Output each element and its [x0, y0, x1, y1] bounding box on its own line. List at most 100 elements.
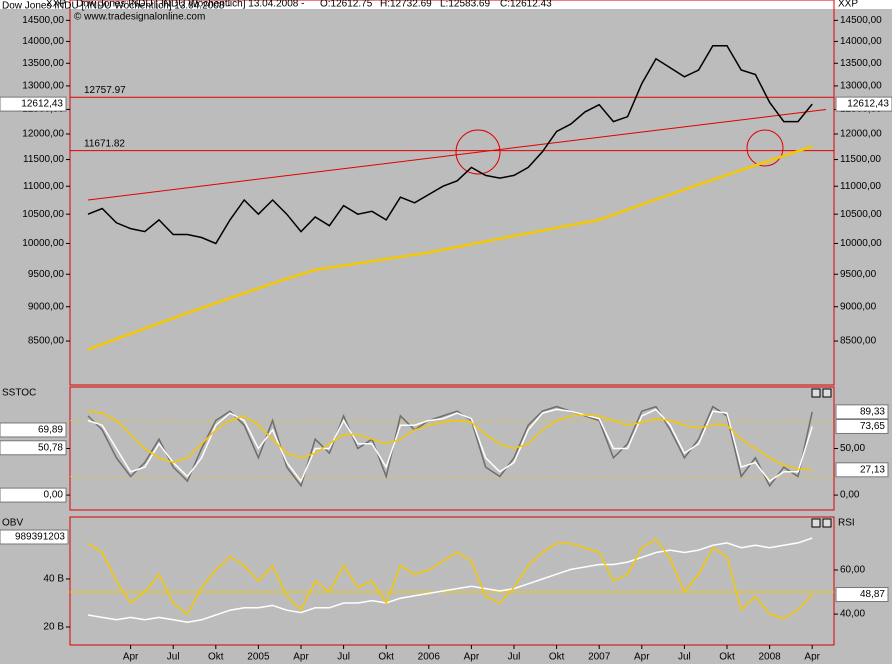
left-value-box — [0, 440, 67, 456]
y-tick-label: 10500,00 — [22, 209, 64, 220]
last-value: 89,33 — [860, 406, 885, 417]
y-tick-label: 12000,00 — [840, 129, 882, 140]
x-tick-label: Jul — [167, 652, 180, 663]
y-tick-label: 10000,00 — [22, 238, 64, 249]
y-tick-label: 50,00 — [840, 443, 865, 454]
x-tick-label: Jul — [508, 652, 521, 663]
ohlc-value: H:12732.69 — [380, 0, 432, 10]
last-value-box — [835, 462, 889, 478]
left-value-box — [0, 422, 67, 438]
y-tick-label: 14500,00 — [22, 15, 64, 26]
trendline — [87, 108, 827, 201]
obv-panel — [69, 516, 835, 646]
last-value-box — [835, 587, 889, 603]
pane-button[interactable] — [811, 518, 821, 528]
series-line — [87, 145, 813, 351]
last-value: 27,13 — [860, 464, 885, 475]
y-tick-label: 0,00 — [840, 490, 860, 501]
series-line — [87, 537, 813, 623]
x-tick-label: Jul — [678, 652, 691, 663]
x-tick-label: 2008 — [758, 652, 781, 663]
x-tick-label: Apr — [464, 652, 480, 663]
y-tick-label: 9500,00 — [840, 269, 877, 280]
y2-tick-label: 60,00 — [840, 565, 865, 576]
axis-label: XXP — [46, 0, 66, 10]
series-line — [87, 538, 813, 620]
y-tick-label: 13500,00 — [840, 58, 882, 69]
pane-button[interactable] — [822, 518, 832, 528]
last-price-box — [0, 96, 67, 112]
x-tick-label: Apr — [123, 652, 139, 663]
y-tick-label: 10000,00 — [840, 238, 882, 249]
x-tick-label: Okt — [378, 652, 394, 663]
obv-readout: 989391203 — [15, 532, 65, 543]
x-tick-label: Apr — [634, 652, 650, 663]
last-value-box — [835, 404, 889, 420]
y-tick-label: 14500,00 — [840, 15, 882, 26]
subtitle: © www.tradesignalonline.com — [74, 12, 205, 23]
last-value: 48,87 — [860, 589, 885, 600]
y-tick-label: 8500,00 — [28, 336, 65, 347]
y-tick-label: 40 B — [43, 574, 64, 585]
last-value-box — [835, 418, 889, 434]
left-value: 0,00 — [44, 490, 64, 501]
highlight-circle — [455, 129, 501, 175]
y-tick-label: 11000,00 — [840, 181, 881, 192]
header-title: Dow Jones INDU [.INDU Wöchentlich] 13.04… — [76, 0, 304, 10]
panel-title: OBV — [2, 518, 23, 529]
x-tick-label: Okt — [549, 652, 565, 663]
series-line — [87, 405, 813, 488]
y-tick-label: 13500,00 — [22, 58, 64, 69]
last-price: 12612,43 — [847, 99, 889, 110]
last-price-box — [835, 96, 892, 112]
x-tick-label: 2007 — [588, 652, 611, 663]
highlight-circle — [746, 129, 784, 167]
y-tick-label: 11000,00 — [23, 181, 64, 192]
x-tick-label: Okt — [208, 652, 224, 663]
header-strip — [0, 0, 892, 9]
hline-label: 12757.97 — [84, 85, 126, 96]
y2-tick-label: 40,00 — [840, 609, 865, 620]
series-line — [87, 410, 813, 471]
ohlc-value: L:12583.69 — [440, 0, 490, 10]
y-tick-label: 11500,00 — [23, 154, 64, 165]
x-tick-label: Apr — [804, 652, 820, 663]
y-tick-label: 11500,00 — [840, 154, 881, 165]
y2-title: RSI — [838, 518, 855, 529]
hline-label: 11671.82 — [84, 138, 125, 149]
panel-title: Dow Jones INDU [.INDU Wöchentlich] 13.04… — [2, 1, 230, 12]
left-value: 69,89 — [38, 425, 63, 436]
y-tick-label: 13000,00 — [840, 81, 882, 92]
y-tick-label: 14000,00 — [840, 36, 882, 47]
x-tick-label: Jul — [337, 652, 350, 663]
y-tick-label: 9000,00 — [28, 301, 65, 312]
ohlc-value: C:12612.43 — [500, 0, 552, 10]
left-value: 50,78 — [38, 442, 63, 453]
y-tick-label: 9000,00 — [840, 301, 877, 312]
x-tick-label: 2006 — [418, 652, 441, 663]
last-price: 12612,43 — [21, 99, 63, 110]
y-tick-label: 13000,00 — [22, 81, 64, 92]
stoch-panel — [69, 386, 835, 511]
obv-readout-box — [0, 529, 69, 545]
price-panel — [69, 0, 835, 386]
pane-button[interactable] — [822, 388, 832, 398]
axis-label: XXP — [838, 0, 858, 10]
panel-title: SSTOC — [2, 388, 36, 399]
y-tick-label: 8500,00 — [840, 336, 877, 347]
y-tick-label: 20 B — [43, 622, 64, 633]
y-tick-label: 14000,00 — [22, 36, 64, 47]
x-tick-label: Apr — [293, 652, 309, 663]
y-tick-label: 9500,00 — [28, 269, 65, 280]
y-tick-label: 12000,00 — [22, 129, 64, 140]
y-tick-label: 10500,00 — [840, 209, 882, 220]
ohlc-value: O:12612.75 — [320, 0, 373, 10]
pane-button[interactable] — [811, 388, 821, 398]
series-line — [87, 44, 813, 245]
series-line — [87, 408, 813, 483]
x-tick-label: Okt — [719, 652, 735, 663]
last-value: 73,65 — [860, 421, 885, 432]
x-tick-label: 2005 — [247, 652, 270, 663]
left-value-box — [0, 487, 67, 503]
